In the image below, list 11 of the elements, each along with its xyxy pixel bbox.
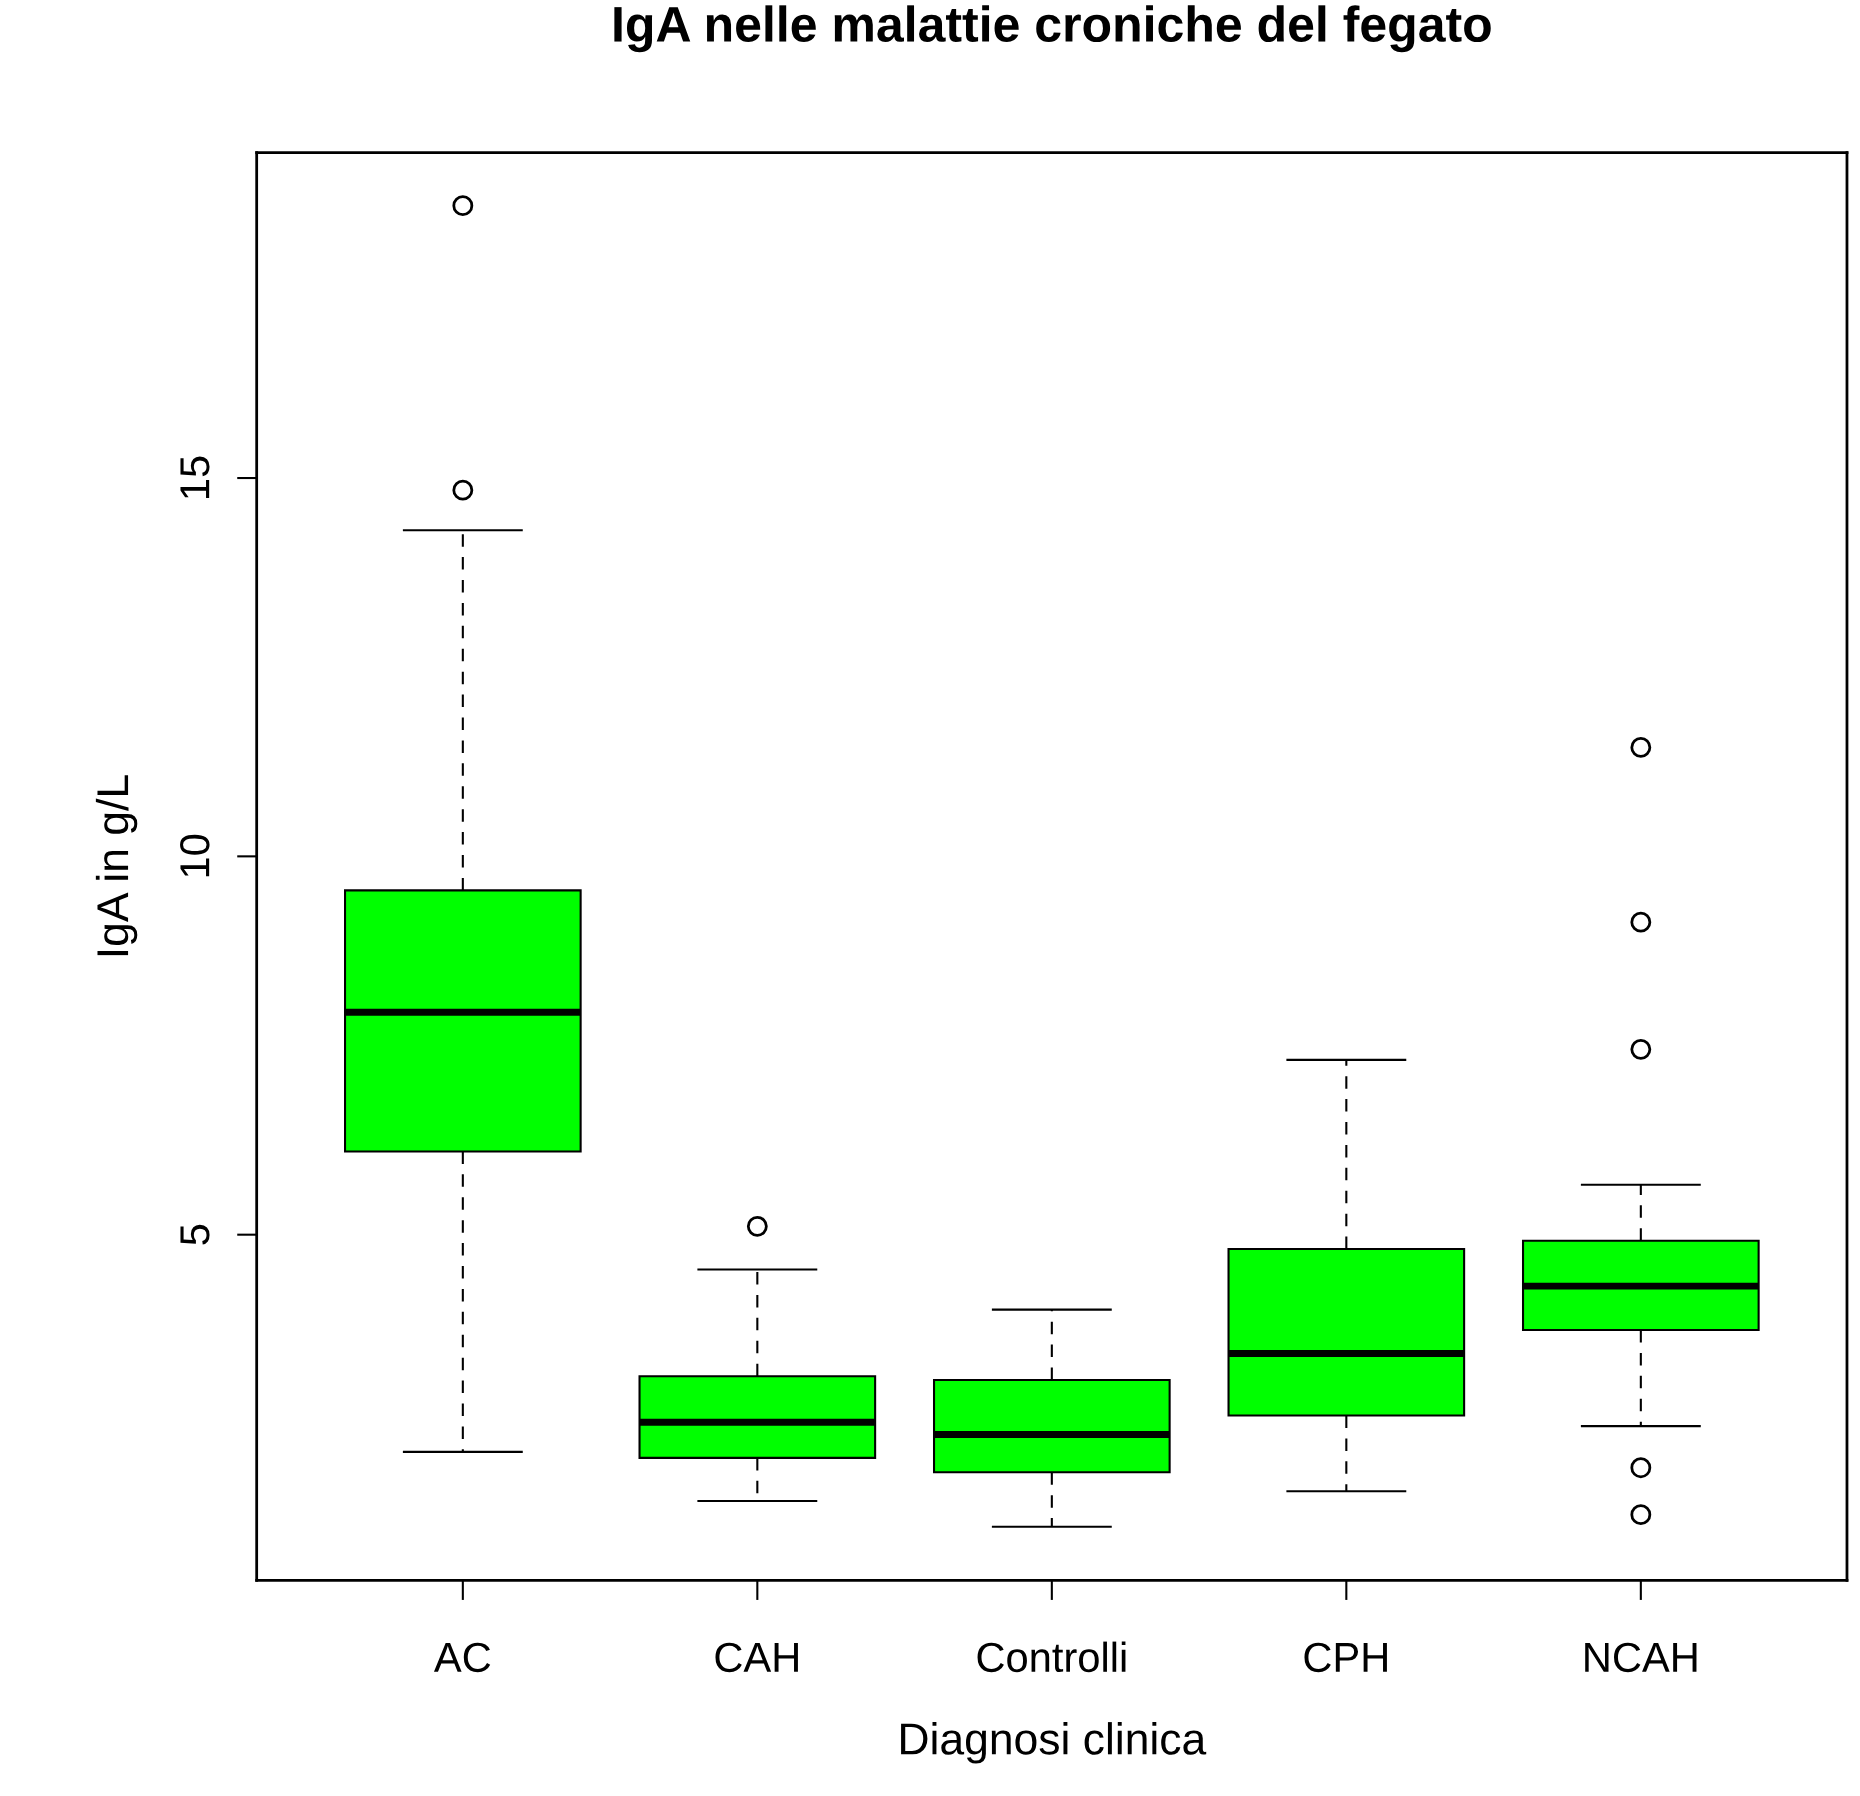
x-axis-title: Diagnosi clinica xyxy=(901,1722,1207,1764)
chart-title: IgA nelle malattie croniche del fegato xyxy=(614,5,1491,53)
x-tick-label: Controlli xyxy=(977,1641,1126,1673)
y-tick-label: 15 xyxy=(180,456,210,499)
x-tick-label: CAH xyxy=(715,1642,798,1673)
y-axis-title: IgA in g/L xyxy=(95,775,138,956)
x-tick-label: CPH xyxy=(1304,1642,1387,1673)
y-tick-label: 10 xyxy=(180,834,210,877)
y-tick-label: 5 xyxy=(180,1224,210,1245)
x-tick-label: NCAH xyxy=(1585,1642,1697,1673)
x-tick-label: AC xyxy=(433,1642,491,1673)
